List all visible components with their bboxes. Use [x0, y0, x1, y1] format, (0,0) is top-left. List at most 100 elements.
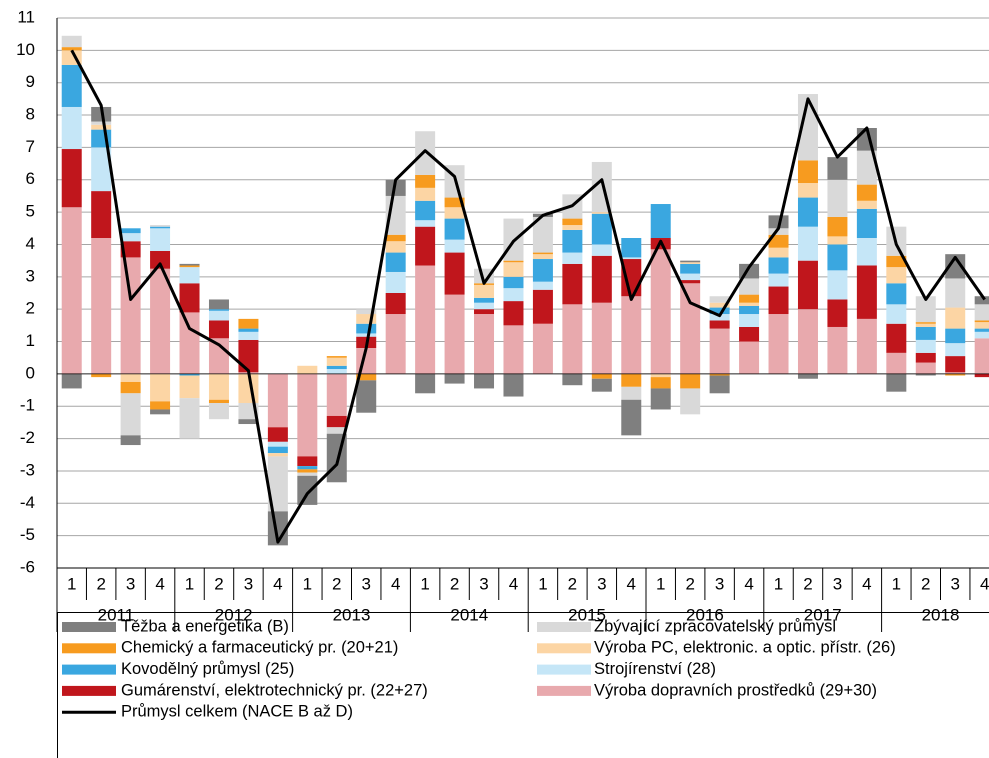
year-label: 2012: [215, 605, 253, 624]
bar-segment: [915, 326, 936, 340]
bar-segment: [385, 271, 406, 293]
bar-segment: [739, 341, 760, 374]
bar-segment: [827, 244, 848, 271]
bar-segment: [915, 323, 936, 327]
bar-segment: [444, 197, 465, 208]
bar-segment: [591, 373, 612, 379]
bar-segment: [945, 254, 966, 279]
bar-segment: [945, 278, 966, 308]
bar-segment: [739, 326, 760, 342]
bar-segment: [532, 323, 553, 374]
bar-segment: [650, 388, 671, 410]
bar-segment: [650, 204, 671, 238]
x-tick-label: 3: [126, 574, 135, 593]
bar-segment: [709, 314, 730, 321]
bar-segment: [591, 244, 612, 256]
bar-segment: [415, 200, 436, 221]
bar-segment: [709, 328, 730, 374]
bar-segment: [827, 236, 848, 245]
legend-swatch: [537, 685, 591, 696]
bar-segment: [886, 323, 907, 353]
bar-segment: [768, 234, 789, 248]
y-tick-label: 1: [26, 331, 35, 350]
bar-segment: [945, 328, 966, 344]
bar-segment: [91, 124, 112, 130]
bar-segment: [591, 255, 612, 303]
bar-segment: [856, 265, 877, 319]
bar-segment: [856, 150, 877, 185]
bar-segment: [974, 322, 989, 329]
bar-segment: [179, 267, 200, 284]
bar-segment: [415, 131, 436, 175]
bar-segment: [120, 228, 141, 234]
bar-segment: [503, 301, 524, 326]
bar-segment: [503, 262, 524, 277]
year-label: 2011: [98, 605, 135, 624]
bar-segment: [208, 399, 229, 403]
bar-segment: [503, 325, 524, 374]
legend-label: Výroba dopravních prostředků (29+30): [594, 681, 877, 699]
bar-segment: [474, 314, 495, 374]
y-tick-label: -3: [20, 460, 35, 479]
bar-segment: [150, 225, 171, 227]
bar-segment: [797, 373, 818, 379]
y-tick-label: -6: [20, 557, 35, 576]
bar-segment: [886, 352, 907, 374]
bar-segment: [385, 252, 406, 272]
x-tick-label: 2: [214, 574, 223, 593]
bar-segment: [297, 456, 318, 467]
bar-segment: [91, 238, 112, 374]
bar-segment: [650, 373, 671, 378]
bar-segment: [591, 212, 612, 214]
total-line: [70, 49, 986, 544]
bar-segment: [238, 328, 259, 332]
bar-segment: [238, 339, 259, 373]
y-tick-label: -1: [20, 396, 35, 415]
bar-segment: [61, 64, 82, 107]
bar-segment: [179, 283, 200, 313]
bar-segment: [856, 200, 877, 209]
bar-segment: [120, 257, 141, 374]
x-tick-label: 2: [685, 574, 694, 593]
x-tick-label: 1: [303, 574, 312, 593]
bar-segment: [886, 304, 907, 324]
legend-swatch: [537, 622, 591, 632]
x-tick-label: 3: [833, 574, 842, 593]
bar-segment: [415, 373, 436, 394]
bar-segment: [797, 309, 818, 374]
year-label: 2013: [333, 605, 371, 624]
x-tick-label: 1: [538, 574, 547, 593]
bar-segment: [915, 339, 936, 353]
bar-segment: [238, 318, 259, 329]
y-tick-label: 2: [26, 299, 35, 318]
y-tick-label: 7: [26, 137, 35, 156]
legend-label: Zbývající zpracovatelský průmysl: [594, 617, 836, 635]
legend-swatch: [62, 685, 116, 696]
bar-segment: [179, 263, 200, 266]
bar-segment: [474, 309, 495, 315]
bar-segment: [974, 296, 989, 305]
bar-segment: [267, 456, 288, 512]
y-tick-label: 11: [17, 7, 35, 26]
legend-swatch: [537, 664, 591, 675]
bar-segment: [945, 343, 966, 357]
bar-segment: [768, 228, 789, 235]
bar-segment: [297, 475, 318, 505]
legend-label: Průmysl celkem (NACE B až D): [121, 703, 353, 721]
year-label: 2014: [450, 605, 488, 624]
bar-segment: [120, 233, 141, 242]
bar-segment: [297, 472, 318, 476]
bar-segment: [562, 252, 583, 264]
x-tick-label: 4: [744, 574, 753, 593]
bar-segment: [326, 369, 347, 374]
bar-segment: [150, 250, 171, 269]
bar-segment: [356, 380, 377, 413]
bar-segment: [621, 259, 642, 297]
bar-segment: [267, 453, 288, 457]
bar-segment: [150, 268, 171, 374]
bar-segment: [739, 294, 760, 303]
bar-segment: [680, 388, 701, 415]
x-tick-label: 2: [96, 574, 105, 593]
